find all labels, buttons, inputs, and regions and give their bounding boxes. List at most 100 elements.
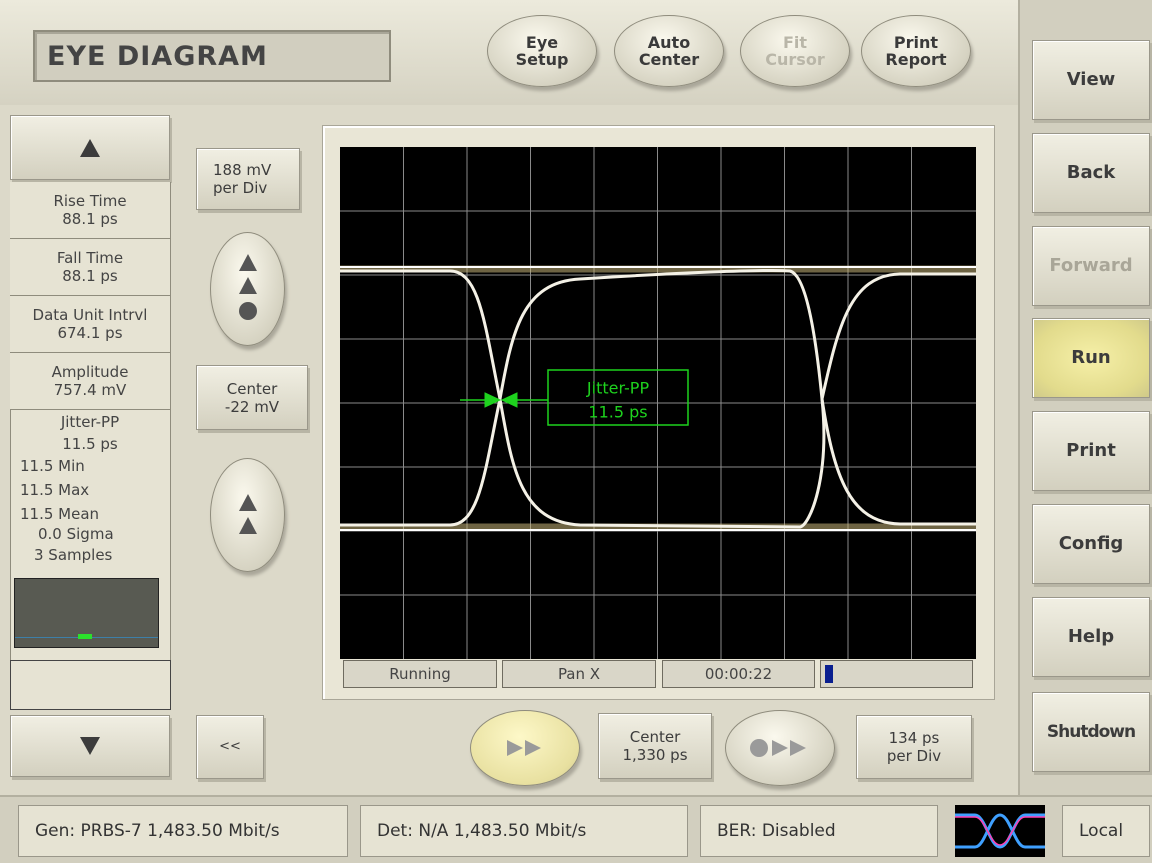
config-button[interactable]: Config [1032,504,1150,584]
arrow-icon [507,740,541,756]
progress-fill [825,665,833,683]
trace [340,268,976,527]
label: Local [1079,821,1124,841]
vertical-up-button[interactable] [210,458,285,572]
generator-status: Gen: PRBS-7 1,483.50 Mbit/s [18,805,348,857]
thumb-trace [955,813,1045,849]
scroll-up-button[interactable] [10,115,170,180]
value: 674.1 ps [57,324,123,342]
grid [340,147,976,659]
horizontal-center-button[interactable]: Center 1,330 ps [598,713,712,779]
label: Fit [782,33,808,52]
label: Gen: PRBS-7 1,483.50 Mbit/s [35,821,280,841]
label: Print [1066,440,1116,461]
label: << [219,739,241,754]
print-button[interactable]: Print [1032,411,1150,491]
annotation-value: 11.5 ps [588,403,647,422]
view-button[interactable]: View [1032,40,1150,120]
eye-thumbnail [955,805,1045,857]
label: Cursor [765,50,825,69]
stat: 11.5 Mean [20,505,100,523]
grid-lines [340,147,976,659]
label: 134 ps [888,729,940,747]
annotation-box [547,369,689,426]
forward-button[interactable]: Forward [1032,226,1150,306]
detector-status: Det: N/A 1,483.50 Mbit/s [360,805,688,857]
value: 88.1 ps [62,210,118,228]
arrow-icon [238,254,257,320]
measurement[interactable]: Amplitude 757.4 mV [10,353,170,410]
jitter-panel[interactable]: Jitter-PP 11.5 ps 11.5 Min 11.5 Max 11.5… [10,410,170,576]
measurement[interactable]: Data Unit Intrvl 674.1 ps [10,296,170,353]
arrow-icon [750,739,806,757]
label: Run [1071,347,1111,368]
stat: 0.0 Sigma [38,525,114,543]
scroll-down-button[interactable] [10,715,170,777]
label: 1,330 ps [622,746,688,764]
label: Center [629,728,681,746]
back-button[interactable]: Back [1032,133,1150,213]
run-state: Running [343,660,497,688]
stat: 11.5 Max [20,481,90,499]
help-button[interactable]: Help [1032,597,1150,677]
measurement[interactable]: Rise Time 88.1 ps [10,182,170,239]
label: Auto [647,33,691,52]
back-small-button[interactable]: << [196,715,264,779]
print-report-button[interactable]: Print Report [861,15,971,87]
label: Data Unit Intrvl [32,306,148,324]
marker-arrow [484,392,502,408]
vertical-scale-button[interactable]: 188 mV per Div [196,148,300,210]
ber-status: BER: Disabled [700,805,938,857]
thumb-trace [955,816,1045,846]
vertical-up-fine-button[interactable] [210,232,285,346]
shutdown-button[interactable]: Shutdown [1032,692,1150,772]
label: View [1066,69,1116,90]
label: Print [893,33,939,52]
label: Center [226,379,278,398]
label: Det: N/A 1,483.50 Mbit/s [377,821,587,841]
label: Running [389,665,451,683]
progress-bar [820,660,973,688]
label: Report [885,50,947,69]
eye-display: Jitter-PP 11.5 ps [340,147,976,659]
label: Jitter-PP [60,413,120,431]
label: per Div [213,179,268,197]
jitter-marker [460,392,548,408]
value: 88.1 ps [62,267,118,285]
arrow-icon [238,494,257,534]
title-box: EYE DIAGRAM [33,30,391,82]
label: 188 mV [213,161,272,179]
run-button[interactable]: Run [1032,318,1150,398]
step-right-button[interactable] [725,710,835,786]
up-arrow-icon [80,138,100,157]
label: Pan X [557,665,601,683]
label: Rise Time [53,192,127,210]
pan-right-button[interactable] [470,710,580,786]
control-mode: Local [1062,805,1150,857]
measurement[interactable]: Fall Time 88.1 ps [10,239,170,296]
label: Eye [525,33,559,52]
auto-center-button[interactable]: Auto Center [614,15,724,87]
fit-cursor-button[interactable]: Fit Cursor [740,15,850,87]
label: BER: Disabled [717,821,836,841]
marker-arrow [500,392,518,408]
title: EYE DIAGRAM [47,40,268,72]
label: Shutdown [1046,722,1136,742]
label: -22 mV [224,397,280,416]
label: Amplitude [51,363,129,381]
label: per Div [886,747,942,765]
trace [340,269,976,529]
vertical-center-button[interactable]: Center -22 mV [196,365,308,430]
label: Forward [1049,255,1133,276]
empty-box [10,660,171,710]
eye-setup-button[interactable]: Eye Setup [487,15,597,87]
down-arrow-icon [80,737,100,755]
stat: 3 Samples [34,546,113,564]
horizontal-scale-button[interactable]: 134 ps per Div [856,715,972,779]
label: Back [1066,162,1116,183]
label: Center [638,50,700,69]
value: 757.4 mV [53,381,127,399]
annotation-label: Jitter-PP [586,379,650,398]
